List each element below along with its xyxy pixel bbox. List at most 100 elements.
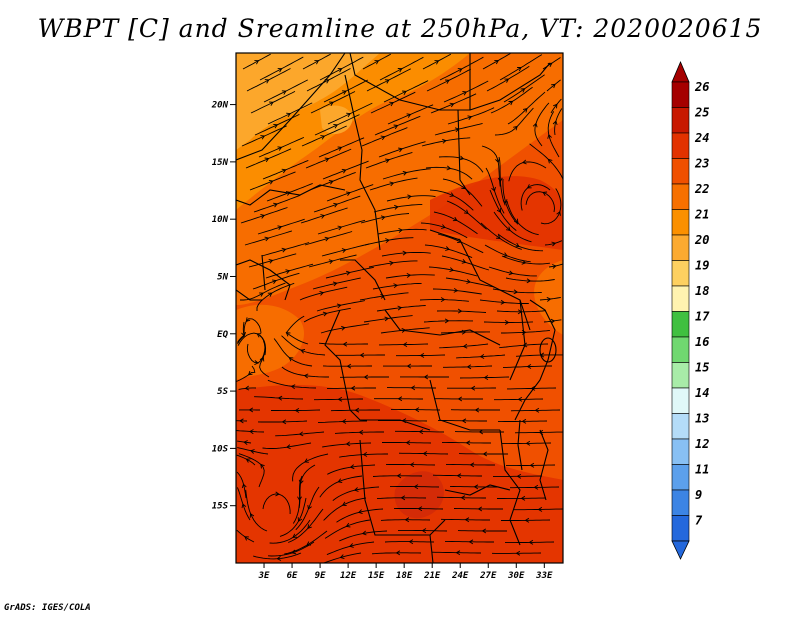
colorbar-level-label: 15 [695, 361, 709, 375]
chart-title: WBPT [C] and Sreamline at 250hPa, VT: 20… [37, 14, 763, 43]
streamline-arrow [449, 267, 455, 273]
field-22-east [534, 260, 563, 335]
streamline-arrow [285, 332, 291, 337]
streamline-arrow [542, 191, 548, 196]
streamline [362, 53, 392, 70]
streamline-arrow [445, 79, 450, 84]
streamline-arrow [286, 444, 291, 450]
lat-tick-label: 15S [212, 502, 229, 512]
streamline-arrow [461, 259, 467, 264]
lake-victoria [539, 337, 557, 363]
colorbar-swatch [671, 107, 690, 134]
streamline-arrow [256, 333, 262, 338]
streamline-arrow [298, 431, 304, 437]
border-line [429, 229, 531, 331]
streamline-arrow [337, 396, 343, 402]
colorbar-swatch [671, 311, 690, 338]
streamline-arrow [470, 385, 476, 391]
streamline-arrow [465, 440, 471, 446]
streamline-arrow [259, 292, 264, 297]
streamline-arrow [363, 374, 369, 380]
streamline-arrow [380, 293, 385, 299]
streamline-arrow [414, 407, 420, 413]
streamline-arrow [244, 536, 249, 541]
streamline-arrow [314, 60, 320, 65]
streamline-arrow [442, 138, 447, 144]
streamline-arrow [288, 357, 294, 362]
streamline-arrow [547, 133, 552, 139]
streamline-arrow [276, 556, 282, 561]
streamline-arrow [290, 384, 296, 390]
streamline-arrow [517, 396, 523, 402]
colorbar-level-label: 9 [695, 488, 702, 502]
streamline-arrow [341, 501, 347, 507]
streamline-arrow [496, 208, 502, 213]
streamline [323, 552, 362, 563]
streamline-arrow [264, 236, 270, 242]
streamline [237, 321, 245, 345]
streamline-arrow [398, 147, 403, 153]
colorbar-bottom-arrow [671, 540, 690, 560]
streamline-arrow [513, 125, 518, 131]
streamline-arrow [517, 67, 522, 72]
streamline-arrow [528, 539, 534, 545]
streamline-arrow [409, 462, 415, 468]
streamline-arrow [452, 216, 458, 222]
streamline [550, 98, 562, 114]
colorbar-swatch [671, 81, 690, 108]
streamline-arrow [358, 429, 364, 435]
streamline-arrow [292, 533, 298, 538]
colorbar-level-label: 13 [695, 412, 709, 426]
streamline-arrow [268, 258, 274, 264]
colorbar-swatch [671, 438, 690, 465]
lon-tick-label: 9E [315, 571, 326, 581]
streamline-arrow [337, 478, 343, 483]
streamline-arrow [516, 473, 522, 479]
streamline-arrow [345, 522, 351, 528]
streamline-arrow [515, 550, 521, 556]
streamline-arrow [521, 418, 527, 424]
streamline-arrow [341, 248, 347, 253]
streamline-arrow [533, 484, 539, 490]
colorbar-swatch [671, 260, 690, 287]
streamline-arrow [462, 91, 468, 96]
streamline-arrow [362, 452, 368, 457]
streamline-arrow [461, 418, 467, 424]
streamline-arrow [453, 287, 459, 293]
streamline-arrow [402, 170, 408, 176]
streamline [543, 319, 562, 323]
streamline-arrow [530, 385, 536, 391]
streamline-arrow [526, 364, 532, 369]
grads-credit: GrADS: IGES/COLA [4, 603, 91, 613]
streamline-arrow [502, 252, 508, 257]
border-line [344, 74, 381, 251]
streamline-arrow [259, 356, 265, 362]
streamline-arrow [385, 238, 390, 244]
streamline-arrow [520, 88, 526, 93]
streamline-arrow [520, 495, 526, 501]
streamline-arrow [324, 236, 330, 242]
streamline-arrow [320, 135, 326, 140]
streamline-arrow [553, 103, 558, 109]
streamline-arrow [336, 303, 342, 309]
streamline-arrow [260, 135, 266, 140]
colorbar-level-label: 25 [694, 106, 709, 120]
streamline-arrow [515, 242, 520, 248]
colorbar-level-label: 20 [694, 233, 709, 247]
lon-tick-label: 24E [451, 571, 469, 581]
border-line [236, 259, 291, 301]
streamline-arrow [241, 503, 247, 509]
streamline-arrow [513, 289, 519, 295]
streamline-arrow [479, 354, 485, 359]
streamline-arrow [440, 224, 446, 229]
streamline-arrow [508, 270, 514, 276]
streamline-arrow [469, 462, 475, 468]
streamline-arrow [346, 191, 351, 196]
streamline-arrow [477, 506, 483, 512]
streamline-arrow [400, 495, 406, 501]
colorbar-swatch [671, 413, 690, 440]
colorbar-top-arrow [671, 60, 690, 83]
streamline-arrow [494, 59, 500, 65]
streamline-arrow [402, 90, 407, 96]
lat-tick-label: EQ [217, 330, 228, 340]
